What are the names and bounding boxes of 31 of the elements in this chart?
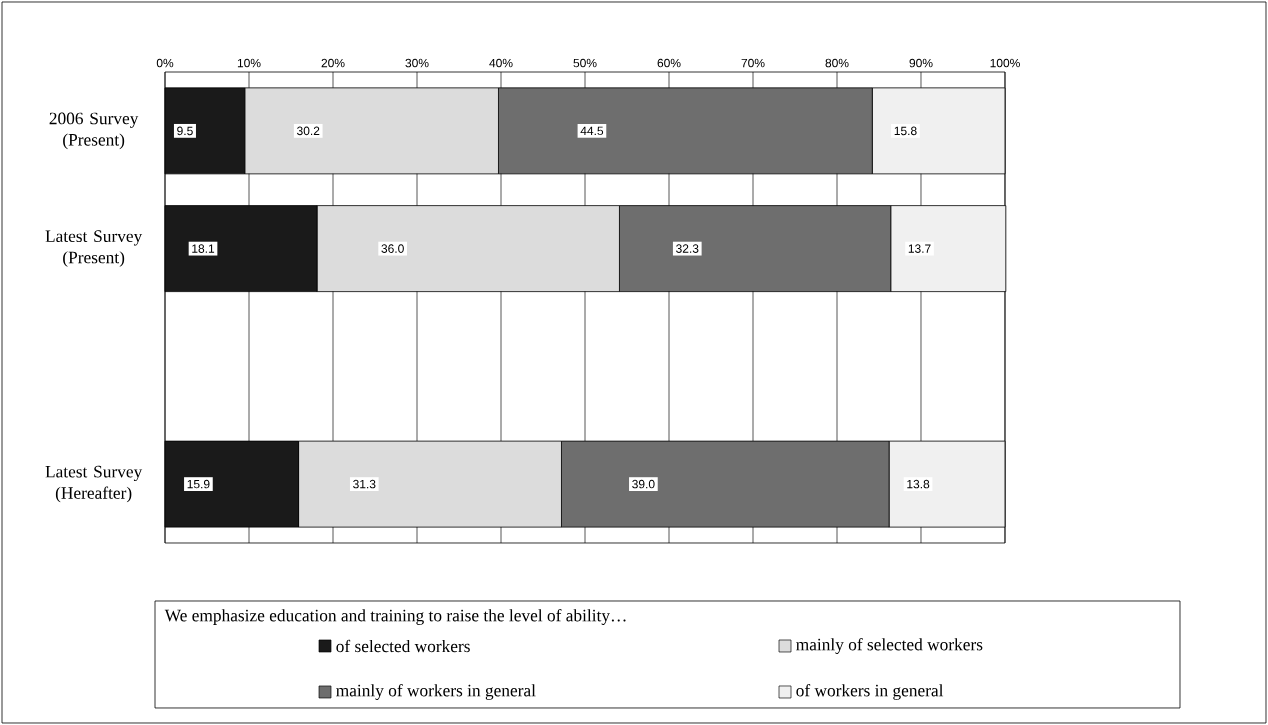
y-tick-label: 2006 Survey (Present) [49, 112, 139, 150]
x-tick-label: 100% [990, 58, 1020, 68]
legend-label: of workers in general [796, 684, 944, 700]
y-tick-label: Latest Survey (Present) [45, 230, 143, 267]
data-label: 13.8 [907, 479, 930, 489]
data-label: 15.8 [894, 126, 917, 136]
x-tick-label: 90% [909, 58, 933, 68]
data-label: 36.0 [381, 244, 404, 253]
data-label: 13.7 [908, 244, 931, 253]
legend-label: mainly of workers in general [336, 684, 536, 700]
legend-label: of selected workers [336, 639, 470, 653]
x-tick-label: 10% [237, 58, 261, 68]
x-tick-label: 50% [573, 58, 597, 68]
x-tick-label: 20% [321, 58, 345, 68]
data-label: 15.9 [187, 479, 210, 489]
legend-title: We emphasize education and training to raise the level of ability… [164, 609, 626, 625]
legend-label: mainly of selected workers [796, 638, 983, 654]
x-tick-label: 80% [825, 58, 849, 68]
y-tick-label: Latest Survey (Hereafter) [45, 465, 143, 503]
x-tick-label: 70% [741, 58, 765, 68]
x-tick-label: 30% [405, 58, 429, 68]
x-tick-label: 0% [156, 58, 174, 68]
data-label: 32.3 [676, 244, 699, 253]
x-tick-label: 40% [489, 58, 513, 68]
data-label: 9.5 [177, 126, 193, 136]
data-label: 44.5 [580, 126, 604, 136]
x-tick-label: 60% [657, 58, 681, 68]
data-label: 31.3 [353, 479, 376, 489]
data-label: 30.2 [297, 126, 320, 136]
data-label: 18.1 [192, 244, 215, 253]
data-label: 39.0 [632, 479, 655, 489]
